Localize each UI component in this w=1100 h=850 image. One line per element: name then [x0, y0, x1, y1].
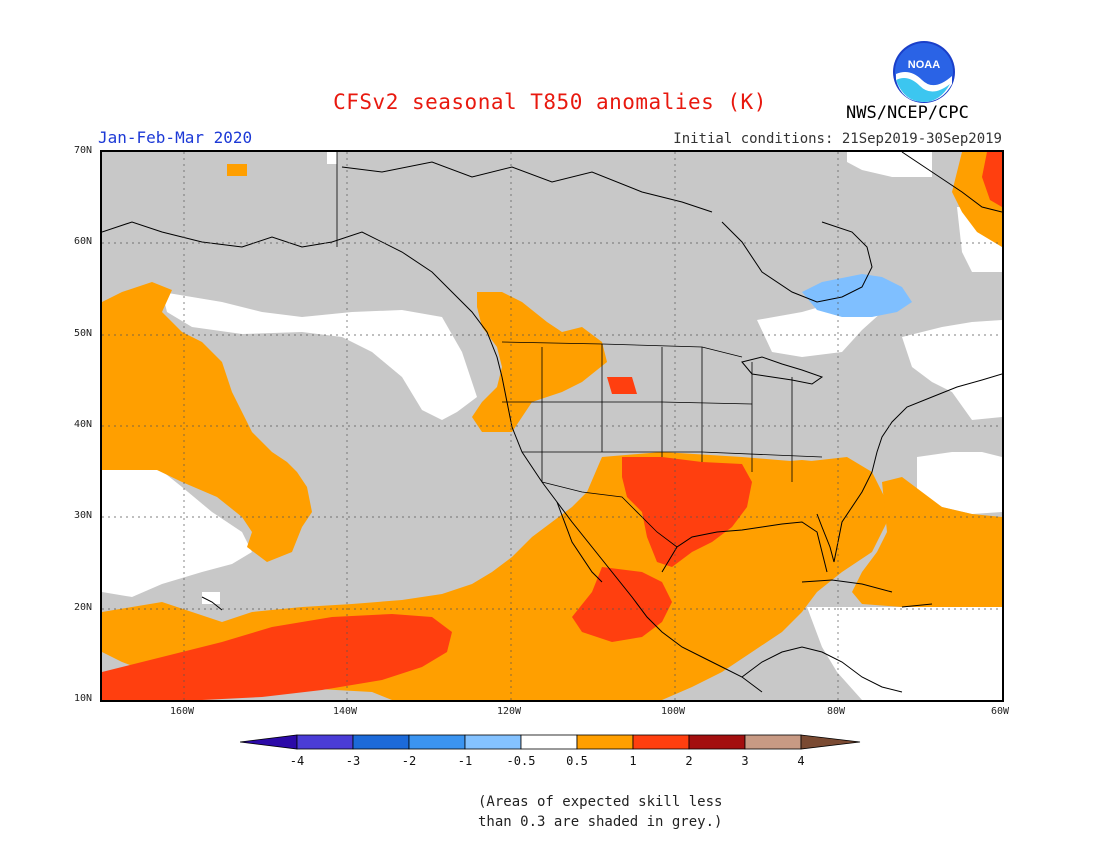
lon-label-140w: 140W: [332, 706, 358, 717]
lat-label-60n: 60N: [74, 236, 93, 247]
warm-anomaly-se-us: [752, 460, 852, 530]
skill-footnote: (Areas of expected skill less than 0.3 a…: [478, 792, 722, 832]
skill-footnote-line2: than 0.3 are shaded in grey.): [478, 814, 723, 830]
colorbar-label-minus1: -1: [457, 754, 473, 768]
colorbar-swatch-1-2: [632, 734, 690, 750]
colorbar-label-1: 1: [629, 754, 637, 768]
anomaly-map: [100, 150, 1004, 702]
colorbar-swatch-2-3: [688, 734, 746, 750]
graticule: [102, 152, 1002, 700]
lon-label-120w: 120W: [496, 706, 522, 717]
colorbar-swatch-minus0-5-0-5: [520, 734, 578, 750]
colorbar-label-minus4: -4: [289, 754, 305, 768]
lat-label-50n: 50N: [74, 328, 93, 339]
lat-label-10n: 10N: [74, 693, 93, 704]
near-zero-regions: [102, 152, 1002, 700]
lat-label-70n: 70N: [74, 145, 93, 156]
colorbar-swatch-minus4-minus3: [296, 734, 354, 750]
colorbar-label-2: 2: [685, 754, 693, 768]
lon-label-60w: 60W: [990, 706, 1010, 717]
lon-label-100w: 100W: [660, 706, 686, 717]
skill-footnote-line1: (Areas of expected skill less: [478, 794, 723, 810]
colorbar-swatch-lt-minus4: [240, 734, 298, 750]
colorbar: [240, 734, 861, 750]
colorbar-swatch-minus2-minus1: [408, 734, 466, 750]
coastlines: [102, 152, 1002, 693]
anomaly-map-svg: [102, 152, 1002, 700]
noaa-logo: NOAA: [893, 41, 955, 103]
colorbar-label-4: 4: [797, 754, 805, 768]
cool-anomaly-minus1-to-minus0-5: [802, 274, 912, 317]
colorbar-swatch-3-4: [744, 734, 802, 750]
colorbar-label-minus3: -3: [345, 754, 361, 768]
lat-label-40n: 40N: [74, 419, 93, 430]
lat-label-30n: 30N: [74, 510, 93, 521]
logo-text: NOAA: [908, 59, 940, 71]
warm-anomaly-1-to-2: [102, 152, 1002, 700]
lon-label-160w: 160W: [169, 706, 195, 717]
colorbar-label-0-5: 0.5: [566, 754, 588, 768]
agency-label: NWS/NCEP/CPC: [846, 103, 969, 123]
colorbar-label-minus0-5: -0.5: [506, 754, 536, 768]
season-label: Jan-Feb-Mar 2020: [98, 128, 253, 147]
colorbar-label-3: 3: [741, 754, 749, 768]
lat-label-20n: 20N: [74, 602, 93, 613]
political-borders: [336, 152, 823, 548]
colorbar-swatch-minus3-minus2: [352, 734, 410, 750]
map-title: CFSv2 seasonal T850 anomalies (K): [333, 90, 767, 114]
colorbar-swatch-gt-4: [800, 734, 861, 750]
colorbar-swatch-minus1-minus0-5: [464, 734, 522, 750]
lon-label-80w: 80W: [826, 706, 846, 717]
colorbar-swatch-0-5-1: [576, 734, 634, 750]
initial-conditions-label: Initial conditions: 21Sep2019-30Sep2019: [673, 131, 1002, 147]
colorbar-label-minus2: -2: [401, 754, 417, 768]
